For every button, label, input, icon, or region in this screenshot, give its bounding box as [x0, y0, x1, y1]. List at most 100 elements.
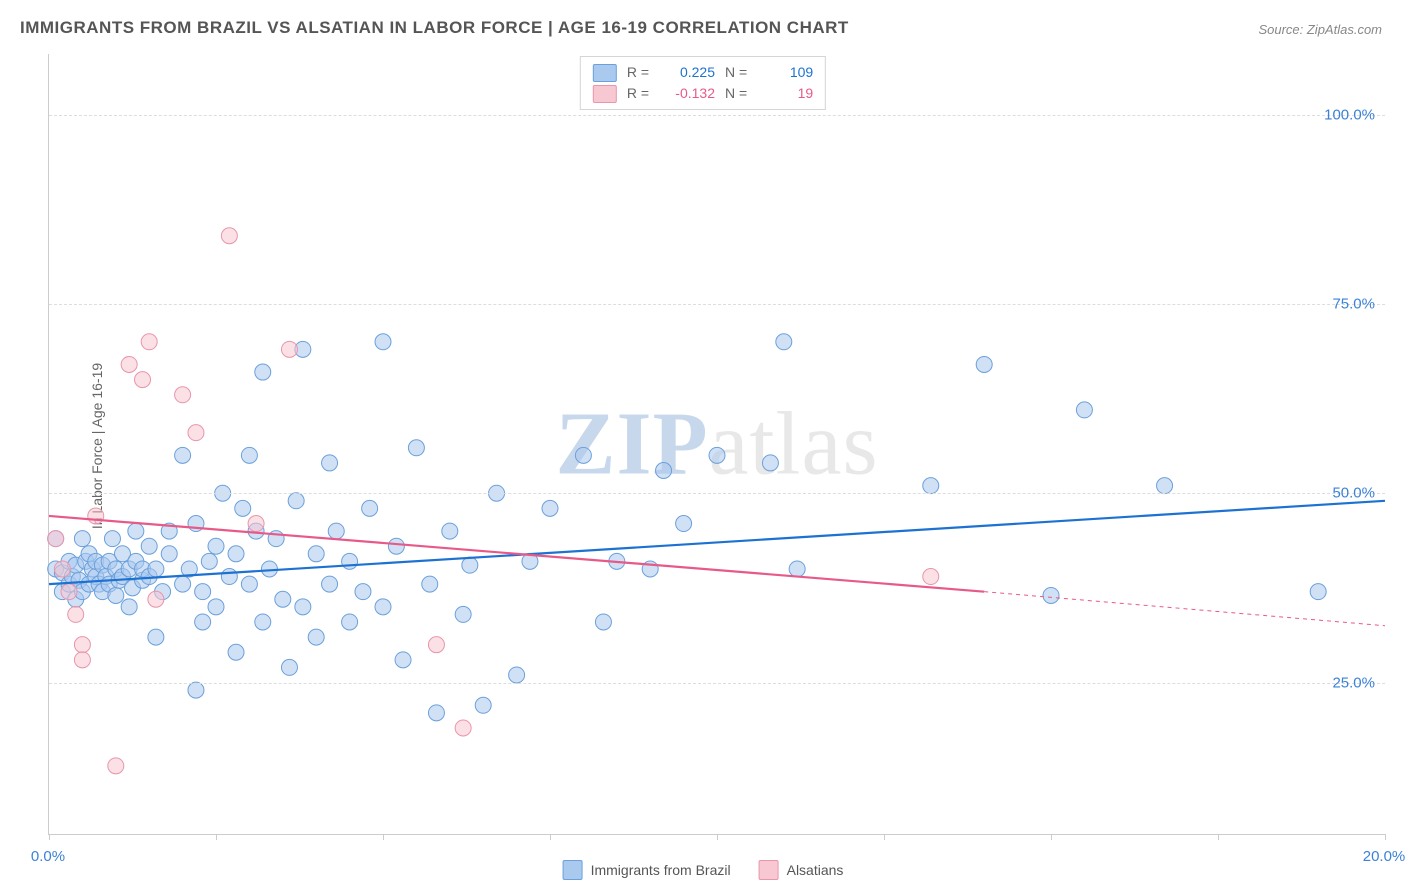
data-point — [128, 523, 144, 539]
data-point — [428, 637, 444, 653]
data-point — [104, 531, 120, 547]
x-tick — [216, 834, 217, 840]
gridline — [49, 304, 1385, 305]
data-point — [188, 682, 204, 698]
data-point — [74, 652, 90, 668]
data-point — [208, 599, 224, 615]
data-point — [195, 584, 211, 600]
data-point — [375, 334, 391, 350]
source-attribution: Source: ZipAtlas.com — [1258, 22, 1382, 37]
data-point — [789, 561, 805, 577]
x-tick — [1385, 834, 1386, 840]
data-point — [281, 659, 297, 675]
correlation-row: R = 0.225 N = 109 — [593, 62, 813, 83]
data-point — [428, 705, 444, 721]
data-point — [455, 606, 471, 622]
data-point — [195, 614, 211, 630]
data-point — [228, 546, 244, 562]
data-point — [408, 440, 424, 456]
data-point — [322, 576, 338, 592]
data-point — [255, 614, 271, 630]
legend-swatch — [593, 64, 617, 82]
r-label: R = — [627, 62, 649, 83]
x-tick — [383, 834, 384, 840]
data-point — [241, 576, 257, 592]
data-point — [221, 228, 237, 244]
gridline — [49, 683, 1385, 684]
data-point — [48, 531, 64, 547]
data-point — [976, 356, 992, 372]
data-point — [328, 523, 344, 539]
x-tick — [717, 834, 718, 840]
r-value: 0.225 — [659, 62, 715, 83]
data-point — [388, 538, 404, 554]
data-point — [148, 591, 164, 607]
data-point — [308, 629, 324, 645]
n-label: N = — [725, 62, 747, 83]
x-tick — [550, 834, 551, 840]
data-point — [175, 447, 191, 463]
n-value: 109 — [757, 62, 813, 83]
correlation-legend: R = 0.225 N = 109 R = -0.132 N = 19 — [580, 56, 826, 110]
data-point — [74, 531, 90, 547]
data-point — [148, 561, 164, 577]
data-point — [475, 697, 491, 713]
data-point — [235, 500, 251, 516]
data-point — [108, 587, 124, 603]
data-point — [54, 561, 70, 577]
data-point — [255, 364, 271, 380]
data-point — [121, 599, 137, 615]
data-point — [288, 493, 304, 509]
data-point — [241, 447, 257, 463]
y-tick-label: 50.0% — [1332, 485, 1375, 502]
data-point — [422, 576, 438, 592]
data-point — [923, 478, 939, 494]
data-point — [355, 584, 371, 600]
n-label: N = — [725, 83, 747, 104]
data-point — [1076, 402, 1092, 418]
series-legend: Immigrants from Brazil Alsatians — [563, 860, 844, 880]
y-tick-label: 25.0% — [1332, 674, 1375, 691]
data-point — [322, 455, 338, 471]
data-point — [1043, 587, 1059, 603]
legend-label: Alsatians — [787, 862, 844, 878]
data-point — [121, 356, 137, 372]
data-point — [68, 606, 84, 622]
data-point — [201, 553, 217, 569]
r-value: -0.132 — [659, 83, 715, 104]
legend-swatch — [563, 860, 583, 880]
x-tick-label: 20.0% — [1363, 848, 1406, 865]
legend-label: Immigrants from Brazil — [591, 862, 731, 878]
x-tick-label: 0.0% — [31, 848, 65, 865]
data-point — [208, 538, 224, 554]
r-label: R = — [627, 83, 649, 104]
data-point — [1157, 478, 1173, 494]
data-point — [74, 637, 90, 653]
data-point — [509, 667, 525, 683]
data-point — [542, 500, 558, 516]
n-value: 19 — [757, 83, 813, 104]
data-point — [61, 584, 77, 600]
data-point — [395, 652, 411, 668]
data-point — [656, 463, 672, 479]
data-point — [676, 516, 692, 532]
data-point — [108, 758, 124, 774]
data-point — [342, 553, 358, 569]
x-tick — [49, 834, 50, 840]
legend-item: Alsatians — [759, 860, 844, 880]
data-point — [188, 425, 204, 441]
data-point — [595, 614, 611, 630]
data-point — [221, 569, 237, 585]
plot-svg — [49, 54, 1385, 834]
x-tick — [1218, 834, 1219, 840]
data-point — [1310, 584, 1326, 600]
data-point — [148, 629, 164, 645]
data-point — [295, 599, 311, 615]
data-point — [281, 341, 297, 357]
data-point — [362, 500, 378, 516]
data-point — [462, 557, 478, 573]
data-point — [342, 614, 358, 630]
y-tick-label: 75.0% — [1332, 295, 1375, 312]
data-point — [135, 372, 151, 388]
legend-swatch — [759, 860, 779, 880]
